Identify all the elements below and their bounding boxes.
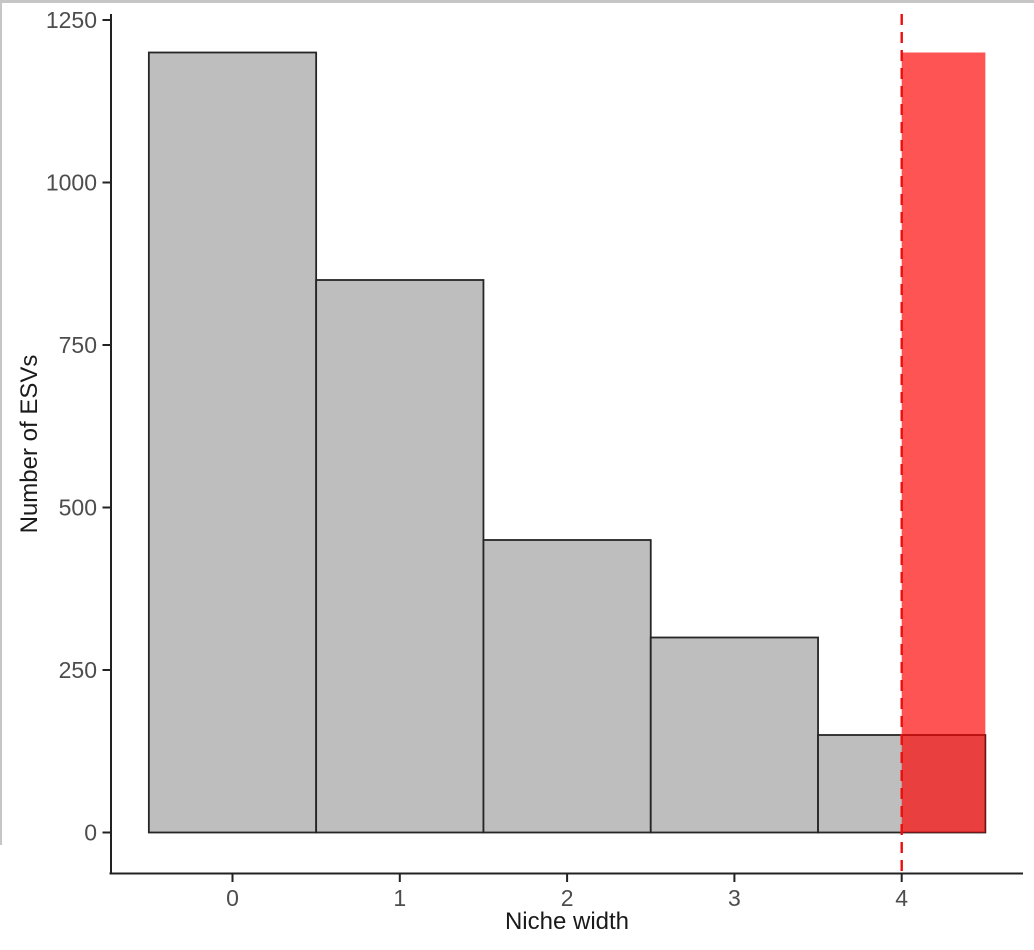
x-axis-title: Niche width: [504, 908, 630, 935]
y-tick-label: 0: [84, 820, 97, 846]
y-axis-title: Number of ESVs: [16, 354, 43, 534]
y-tick-label: 750: [59, 332, 97, 358]
histogram-bar: [649, 636, 819, 834]
highlight-rect: [901, 52, 986, 833]
screenshot-border-left: [0, 0, 2, 845]
x-tick-label: 4: [895, 885, 908, 911]
x-tick-label: 0: [226, 885, 239, 911]
x-tick-label: 1: [393, 885, 406, 911]
x-tick-label: 2: [561, 885, 574, 911]
y-tick-label: 1000: [46, 170, 97, 196]
x-tick-label: 3: [728, 885, 741, 911]
y-tick-label: 500: [59, 495, 97, 521]
histogram-bar: [482, 539, 652, 834]
y-tick-label: 250: [59, 657, 97, 683]
y-tick-label: 1250: [46, 7, 97, 33]
screenshot-border-top: [0, 0, 1034, 3]
histogram-bar: [315, 279, 485, 834]
histogram-bar: [147, 51, 318, 834]
